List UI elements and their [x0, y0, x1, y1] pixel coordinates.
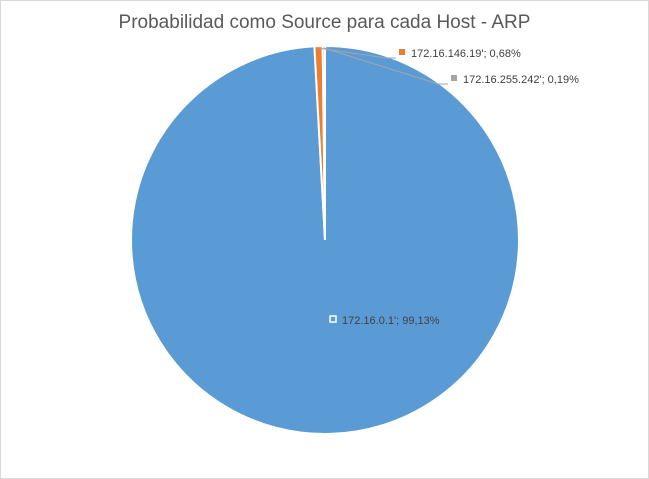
data-label-key-1 [329, 315, 337, 323]
data-label-key-2 [399, 49, 405, 55]
data-label-3: 172.16.255.242'; 0,19% [463, 74, 579, 86]
chart-title: Probabilidad como Source para cada Host … [118, 12, 531, 33]
leader-line-3 [323, 47, 448, 85]
data-label-1: 172.16.0.1'; 99,13% [342, 315, 440, 327]
data-label-2: 172.16.146.19'; 0,68% [411, 48, 521, 60]
data-label-key-3 [451, 75, 457, 81]
leader-line-2 [318, 47, 396, 59]
pie-slice-3 [321, 44, 326, 241]
